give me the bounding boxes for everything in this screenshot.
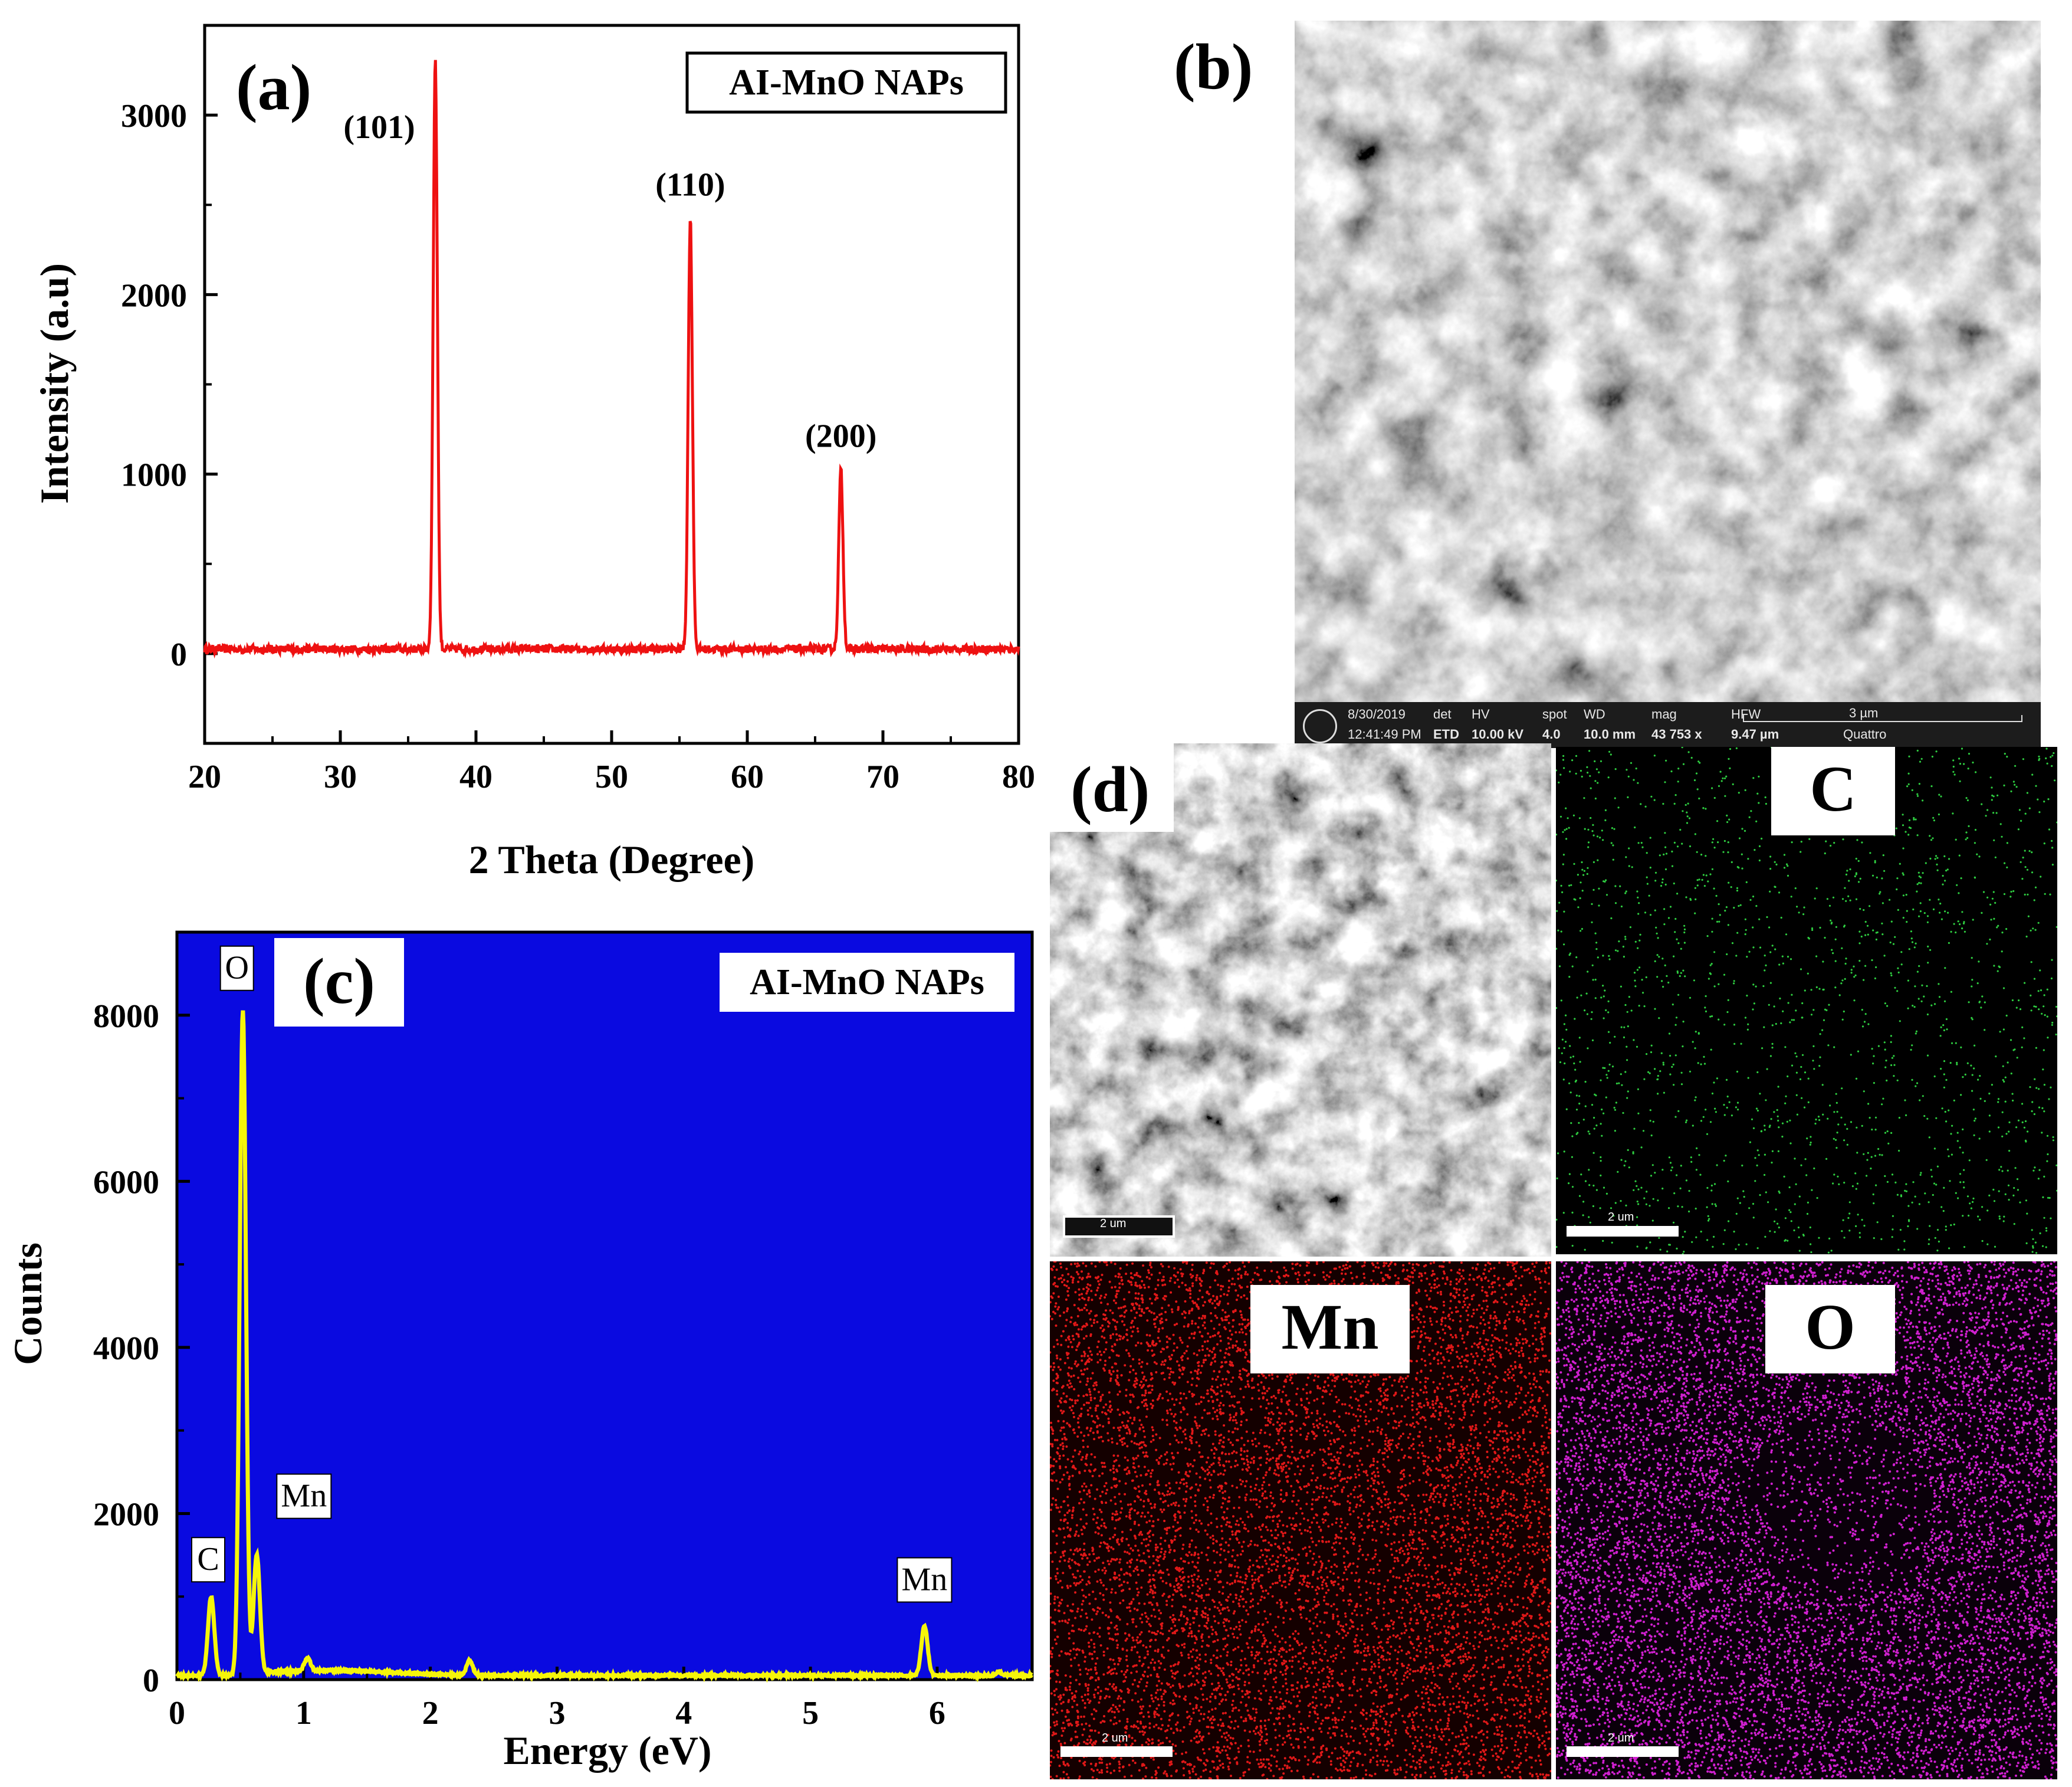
eds-legend-title: AI-MnO NAPs <box>750 962 984 1002</box>
xrd-legend-title: AI-MnO NAPs <box>729 63 964 103</box>
map-c-scale-label: 2 um <box>1608 1211 1634 1224</box>
eds-legend-box <box>720 953 1014 1012</box>
eds-peak-label-box <box>219 945 254 991</box>
sem-instrument: Quattro <box>1843 727 1886 742</box>
y-tick-label: 0 <box>170 637 187 673</box>
panel-label-c: (c) <box>303 945 375 1017</box>
eds-plot-frame <box>175 930 1034 1681</box>
x-tick-label: 80 <box>1002 759 1035 795</box>
xrd-peak-label: (110) <box>655 167 725 204</box>
sem-hfw-label: HFW <box>1731 707 1761 722</box>
sem-wd-value: 10.0 mm <box>1584 727 1636 742</box>
map-c-tile: C 2 um <box>1555 746 2058 1255</box>
sem-logo-icon <box>1303 709 1337 743</box>
eds-peak-label: C <box>197 1541 219 1578</box>
panel-label-d: (d) <box>1071 752 1150 827</box>
sem-hv-label: HV <box>1472 707 1490 722</box>
eds-peak-label-box <box>897 1557 953 1603</box>
y-tick-label: 3000 <box>121 98 187 135</box>
map-c-scale-bar <box>1567 1226 1679 1237</box>
sem-time: 12:41:49 PM <box>1348 727 1421 742</box>
sem-date: 8/30/2019 <box>1348 707 1406 722</box>
eds-peak-label: Mn <box>902 1561 948 1598</box>
x-tick-label: 4 <box>675 1695 692 1732</box>
y-tick-label: 8000 <box>93 998 159 1035</box>
x-tick-label: 6 <box>929 1695 945 1732</box>
map-mn-scale-label: 2 um <box>1102 1732 1128 1745</box>
map-sem-tile <box>1050 743 1551 1257</box>
map-o-scale-bar <box>1567 1746 1679 1757</box>
map-o-label-box <box>1765 1285 1895 1373</box>
map-mn-label: Mn <box>1250 1290 1410 1365</box>
map-mn-tile: Mn 2 um <box>1049 1260 1552 1781</box>
x-tick-label: 70 <box>866 759 899 795</box>
sem-det-label: det <box>1433 707 1452 722</box>
x-tick-label: 40 <box>459 759 492 795</box>
xrd-x-axis-label: 2 Theta (Degree) <box>469 837 755 882</box>
map-mn-label-box <box>1250 1285 1410 1373</box>
x-tick-label: 60 <box>731 759 764 795</box>
eds-chart: 0 1 2 3 4 5 6 0 2000 4000 6000 8000 C O Mn Mn (c) AI-M… <box>5 930 1034 1773</box>
sem-spot-label: spot <box>1542 707 1567 722</box>
panel-label-a: (a) <box>236 51 311 123</box>
x-tick-label: 30 <box>324 759 357 795</box>
map-o-scale-label: 2 um <box>1608 1732 1634 1745</box>
x-tick-label: 1 <box>295 1695 312 1732</box>
sem-image <box>1295 21 2041 702</box>
y-tick-label: 2000 <box>121 277 187 314</box>
eds-peak-label: Mn <box>281 1478 327 1514</box>
xrd-peak-label: (101) <box>343 109 415 146</box>
y-tick-label: 6000 <box>93 1164 159 1201</box>
xrd-plot-frame <box>203 24 1020 745</box>
xrd-chart: 20 30 40 50 60 70 80 0 1000 2000 3000 (101) (110) (2… <box>32 24 1035 882</box>
eds-y-axis-label: Counts <box>5 1242 50 1365</box>
map-sem-scale-label: 2 um <box>1100 1217 1126 1231</box>
sem-scale-label: 3 µm <box>1849 706 1878 721</box>
xrd-peak-label: (200) <box>805 418 876 455</box>
map-o-tile: O 2 um <box>1555 1260 2058 1781</box>
sem-hv-value: 10.00 kV <box>1472 727 1523 742</box>
sem-scale-bar <box>1743 715 2022 722</box>
sem-det-value: ETD <box>1433 727 1459 742</box>
panel-label-b: (b) <box>1174 29 1253 104</box>
eds-peak-label: O <box>225 950 248 986</box>
eds-series-line <box>175 1010 1033 1683</box>
sem-spot-value: 4.0 <box>1542 727 1561 742</box>
x-tick-label: 5 <box>802 1695 819 1732</box>
sem-info-bar: 8/30/2019 12:41:49 PM det ETD HV 10.00 k… <box>1295 702 2041 748</box>
eds-peak-label-box <box>191 1537 225 1583</box>
map-mn-scale-bar <box>1060 1746 1173 1757</box>
panel-b: (b) 8/30/2019 12:41:49 PM det ETD HV 10.… <box>1174 12 2072 755</box>
x-tick-label: 2 <box>422 1695 439 1732</box>
panel-label-c-box <box>274 938 404 1027</box>
xrd-y-axis-label: Intensity (a.u) <box>32 263 77 504</box>
xrd-series-line <box>203 60 1020 659</box>
map-c-label-box <box>1771 747 1895 835</box>
eds-peak-label-box <box>276 1473 332 1519</box>
x-tick-label: 0 <box>169 1695 185 1732</box>
map-o-label: O <box>1765 1290 1895 1365</box>
x-tick-label: 3 <box>549 1695 565 1732</box>
xrd-legend-box <box>685 51 1007 114</box>
map-c-label: C <box>1771 752 1895 827</box>
y-tick-label: 1000 <box>121 457 187 494</box>
sem-wd-label: WD <box>1584 707 1605 722</box>
eds-x-axis-label: Energy (eV) <box>503 1728 711 1773</box>
panel-d: (d) 2 um C 2 um Mn 2 um O 2 um <box>1049 743 2072 1787</box>
y-tick-label: 4000 <box>93 1330 159 1367</box>
sem-mag-label: mag <box>1651 707 1677 722</box>
y-tick-label: 0 <box>143 1663 159 1699</box>
sem-mag-value: 43 753 x <box>1651 727 1702 742</box>
y-tick-label: 2000 <box>93 1496 159 1533</box>
x-tick-label: 20 <box>188 759 221 795</box>
x-tick-label: 50 <box>595 759 628 795</box>
sem-hfw-value: 9.47 µm <box>1731 727 1779 742</box>
